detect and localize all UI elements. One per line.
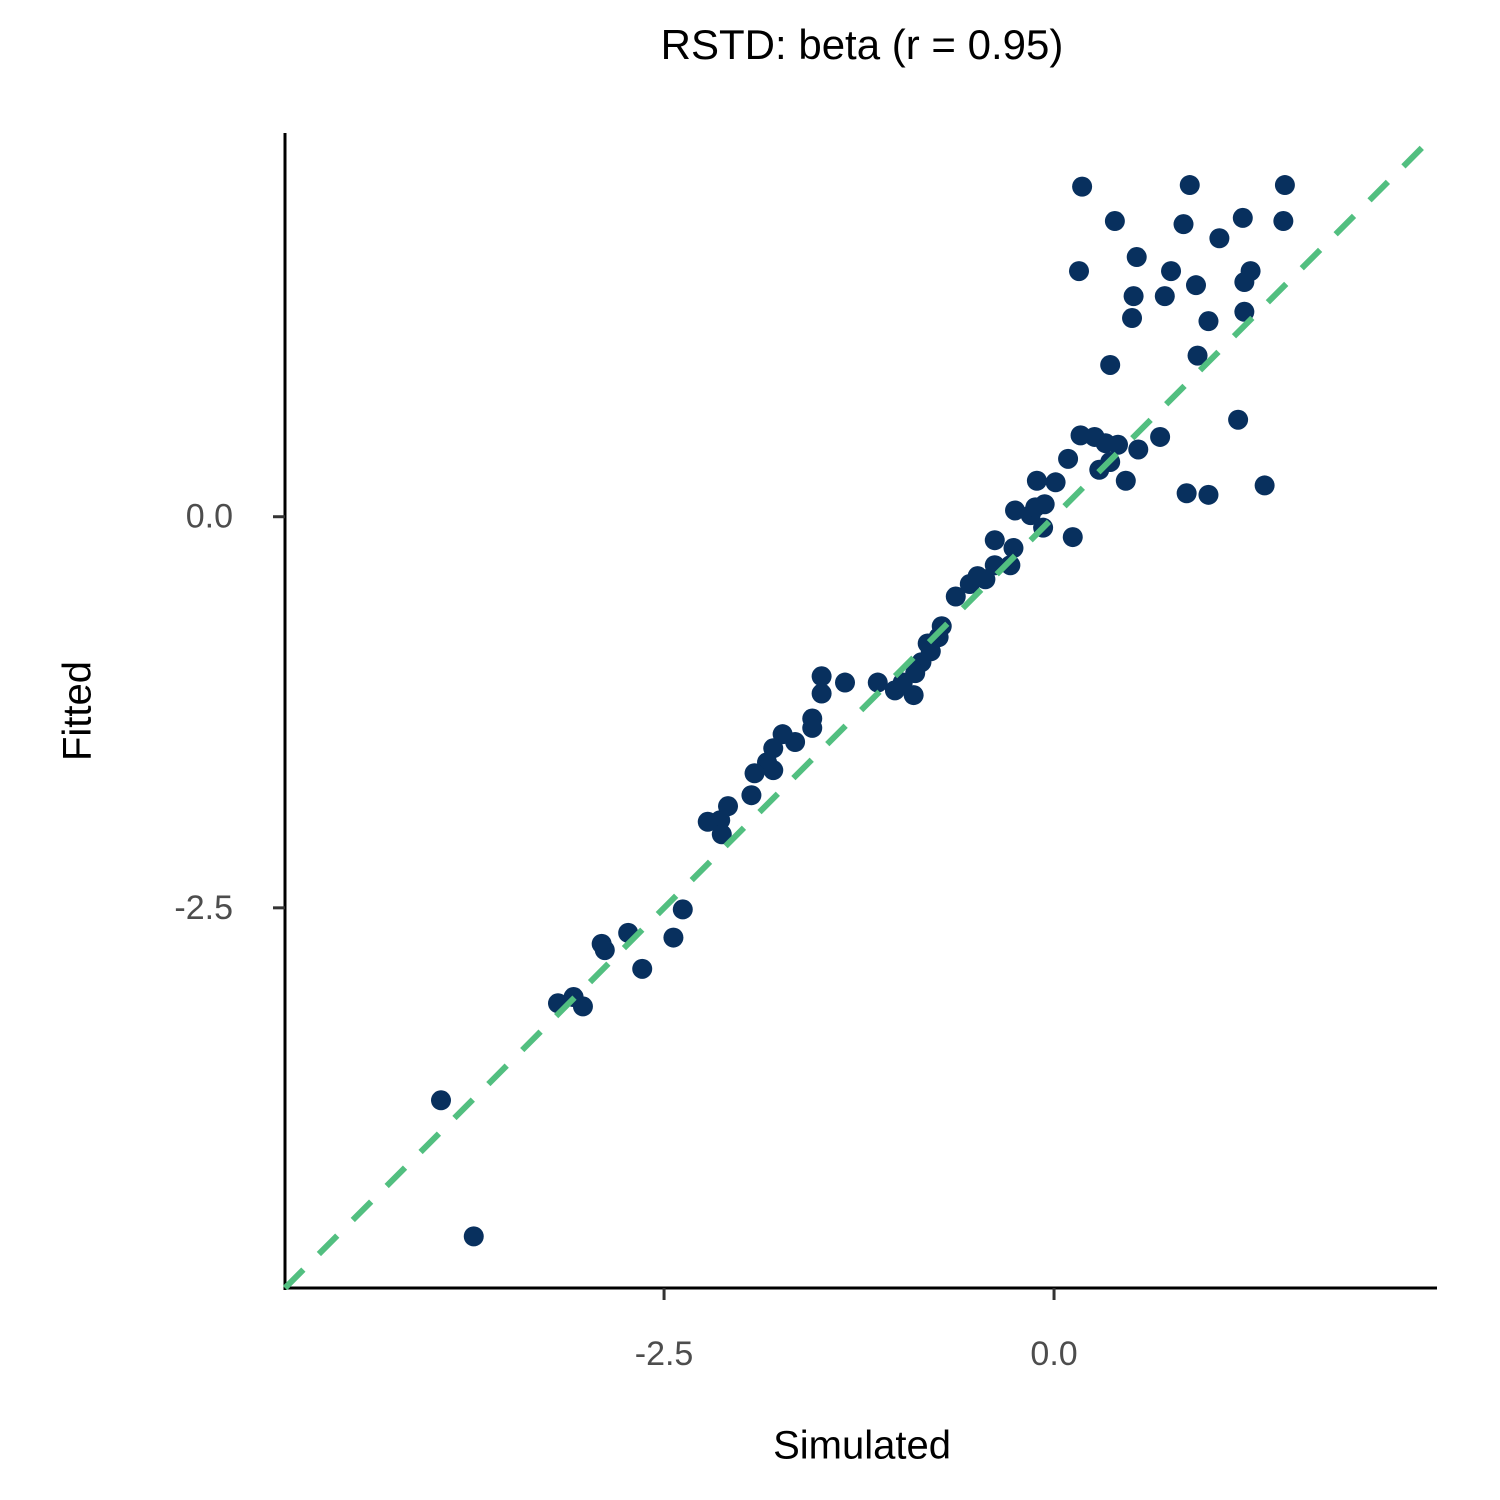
point <box>663 927 684 948</box>
point <box>1000 555 1021 576</box>
point <box>802 717 823 738</box>
chart-title: RSTD: beta (r = 0.95) <box>661 21 1064 68</box>
point <box>967 566 988 587</box>
point <box>672 899 693 920</box>
point <box>711 824 732 845</box>
point <box>1228 409 1249 430</box>
y-tick-label: 0.0 <box>186 498 233 536</box>
point <box>1198 484 1219 505</box>
point <box>1126 247 1147 268</box>
point <box>697 811 718 832</box>
point <box>1128 439 1149 460</box>
point <box>1209 228 1230 249</box>
point <box>867 672 888 693</box>
point <box>1122 308 1143 329</box>
point <box>1072 176 1093 197</box>
x-axis-title: Simulated <box>773 1424 951 1468</box>
point <box>1100 354 1121 375</box>
point <box>1198 311 1219 332</box>
point <box>1254 475 1275 496</box>
point <box>1062 527 1083 548</box>
point <box>1232 207 1253 228</box>
point <box>1187 345 1208 366</box>
point <box>1005 500 1026 521</box>
point <box>1058 448 1079 469</box>
point <box>744 763 765 784</box>
y-axis-title: Fitted <box>56 661 100 761</box>
point <box>1025 497 1046 518</box>
point <box>1161 261 1182 282</box>
point <box>1104 211 1125 232</box>
x-tick-label: 0.0 <box>1030 1335 1077 1373</box>
point <box>1234 272 1255 293</box>
identity-line <box>282 132 1437 1291</box>
point <box>1123 286 1144 307</box>
point <box>463 1226 484 1247</box>
point <box>811 683 832 704</box>
point <box>945 586 966 607</box>
point <box>1026 470 1047 491</box>
point <box>1115 470 1136 491</box>
point <box>1273 211 1294 232</box>
point <box>1068 261 1089 282</box>
point <box>1150 426 1171 447</box>
point <box>1179 175 1200 196</box>
point <box>430 1090 451 1111</box>
point <box>1045 472 1066 493</box>
point <box>1003 538 1024 559</box>
point <box>1274 175 1295 196</box>
point <box>594 940 615 961</box>
point <box>1176 483 1197 504</box>
point <box>811 666 832 687</box>
point <box>984 530 1005 551</box>
point <box>572 996 593 1017</box>
point <box>1185 275 1206 296</box>
point <box>1107 434 1128 455</box>
x-tick-label: -2.5 <box>635 1335 694 1373</box>
point <box>741 785 762 806</box>
point <box>632 958 653 979</box>
y-tick-label: -2.5 <box>174 889 233 927</box>
point <box>1154 286 1175 307</box>
point <box>835 672 856 693</box>
point <box>1173 214 1194 235</box>
point <box>772 724 793 745</box>
